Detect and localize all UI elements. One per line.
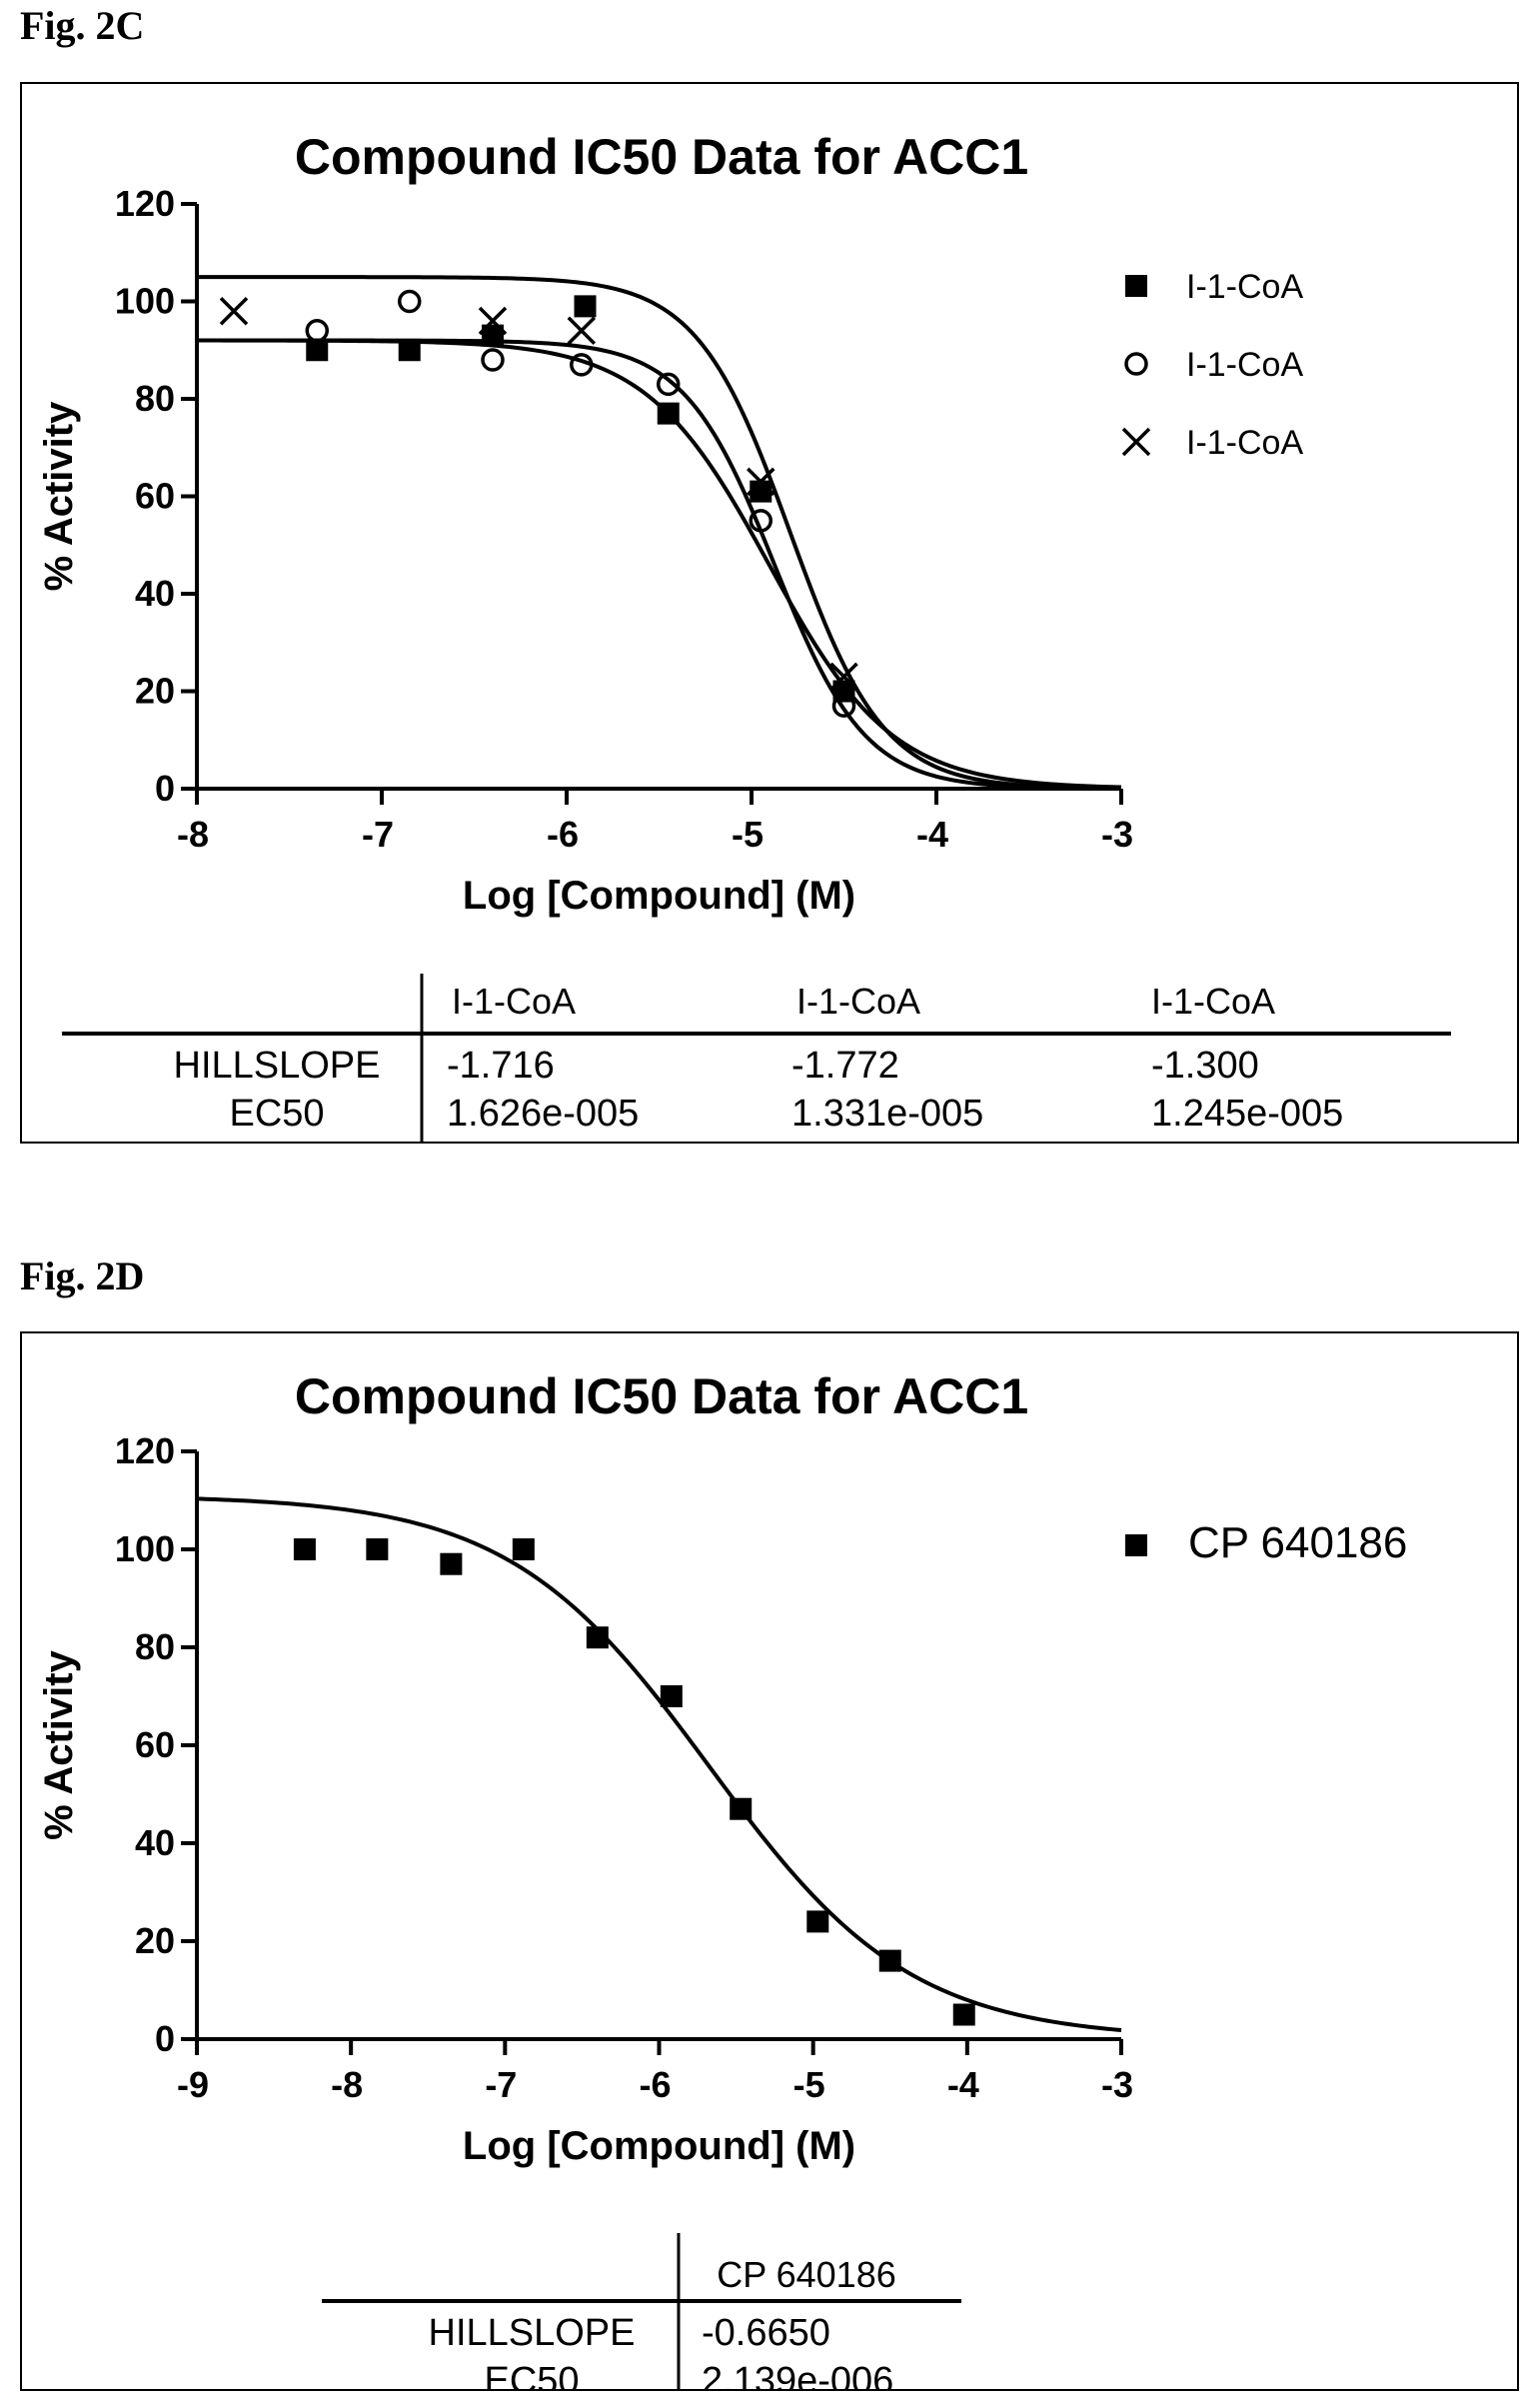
y-tick-label: 0 xyxy=(155,768,175,809)
x-tick-label: -7 xyxy=(485,2064,517,2105)
x-axis-label: Log [Compound] (M) xyxy=(463,874,855,918)
table-column-header: I-1-CoA xyxy=(796,981,920,1022)
data-point-square xyxy=(574,295,597,318)
x-tick-label: -7 xyxy=(362,814,394,855)
data-point-square xyxy=(440,1552,463,1575)
data-point-square xyxy=(398,339,421,362)
y-tick-label: 100 xyxy=(115,1528,175,1569)
chart-title: Compound IC50 Data for ACC1 xyxy=(295,1368,1028,1424)
figure-panel-2c: Compound IC50 Data for ACC1 0 20 40 60 80 100 1… xyxy=(20,82,1519,1144)
data-point-square xyxy=(366,1538,389,1560)
data-point-circle xyxy=(481,348,505,372)
legend-marker-square xyxy=(1125,1534,1147,1556)
y-tick-label: 40 xyxy=(135,573,175,614)
y-tick-label: 100 xyxy=(115,281,175,322)
figure-label-2d: Fig. 2D xyxy=(20,1253,145,1298)
data-point-circle xyxy=(749,509,772,533)
data-point-square xyxy=(878,1949,901,1972)
data-point-x xyxy=(567,316,597,345)
data-point-square xyxy=(730,1797,753,1820)
data-point-square xyxy=(806,1910,829,1933)
y-tick-label: 60 xyxy=(135,476,175,517)
x-tick-label: -5 xyxy=(732,814,764,855)
legend-label: I-1-CoA xyxy=(1186,424,1303,462)
table-column-header: CP 640186 xyxy=(717,2254,896,2295)
data-point-x xyxy=(219,297,249,326)
table-cell-value: -1.300 xyxy=(1151,1045,1259,1087)
x-tick-label: -8 xyxy=(331,2064,363,2105)
x-tick-label: -3 xyxy=(1101,814,1133,855)
data-point-circle xyxy=(657,372,681,397)
legend-marker-square xyxy=(1125,275,1147,297)
table-cell-value: -0.6650 xyxy=(702,2312,830,2354)
x-tick-label: -4 xyxy=(916,814,948,855)
x-tick-label: -8 xyxy=(177,814,209,855)
y-tick-label: 80 xyxy=(135,378,175,419)
x-tick-label: -9 xyxy=(177,2064,209,2105)
legend-label: CP 640186 xyxy=(1188,1518,1407,1567)
legend-label: I-1-CoA xyxy=(1186,346,1303,384)
table-cell-value: -1.716 xyxy=(447,1045,555,1087)
y-tick-label: 20 xyxy=(135,671,175,712)
y-tick-label: 0 xyxy=(155,2018,175,2059)
ic50-chart-2d: Compound IC50 Data for ACC1 0 20 40 60 80 100 1… xyxy=(37,1368,1407,2389)
table-cell-value: -1.772 xyxy=(791,1045,899,1087)
ic50-chart-2c: Compound IC50 Data for ACC1 0 20 40 60 80 100 1… xyxy=(37,129,1451,1142)
data-point-square xyxy=(306,339,329,362)
data-point-circle xyxy=(398,289,422,314)
figure-label-2c: Fig. 2C xyxy=(20,3,145,48)
data-point-square xyxy=(586,1626,609,1649)
legend-label: I-1-CoA xyxy=(1186,268,1303,306)
data-point-square xyxy=(293,1538,316,1560)
data-point-x xyxy=(478,306,508,336)
table-column-header: I-1-CoA xyxy=(1151,981,1275,1022)
table-row-name: HILLSLOPE xyxy=(174,1045,381,1087)
y-tick-label: 80 xyxy=(135,1626,175,1667)
table-column-header: I-1-CoA xyxy=(452,981,576,1022)
data-point-x xyxy=(747,467,775,497)
x-axis-label: Log [Compound] (M) xyxy=(463,2124,855,2168)
y-tick-label: 40 xyxy=(135,1822,175,1863)
table-cell-value: 1.331e-005 xyxy=(791,1093,983,1135)
y-axis-label: % Activity xyxy=(37,401,81,591)
fit-curve-1 xyxy=(197,275,1122,791)
table-row-name: EC50 xyxy=(229,1093,324,1135)
fit-curve-1 xyxy=(196,1496,1122,2033)
data-point-circle xyxy=(831,694,856,718)
y-axis-label: % Activity xyxy=(37,1649,81,1839)
legend-marker-circle xyxy=(1124,352,1148,376)
data-point-square xyxy=(512,1538,535,1560)
y-tick-label: 120 xyxy=(115,183,175,224)
fit-curve-3 xyxy=(196,338,1122,790)
data-point-square xyxy=(660,1685,683,1707)
legend-marker-x xyxy=(1121,427,1151,457)
y-tick-label: 120 xyxy=(115,1430,175,1471)
y-tick-label: 20 xyxy=(135,1920,175,1961)
data-point-circle xyxy=(305,319,329,343)
table-cell-value: 2.139e-006 xyxy=(702,2360,893,2389)
x-tick-label: -6 xyxy=(639,2064,671,2105)
y-tick-label: 60 xyxy=(135,1724,175,1765)
table-row-name: HILLSLOPE xyxy=(429,2312,636,2354)
x-tick-label: -5 xyxy=(793,2064,825,2105)
table-row-name: EC50 xyxy=(484,2360,579,2389)
table-cell-value: 1.245e-005 xyxy=(1151,1093,1343,1135)
figure-panel-2d: Compound IC50 Data for ACC1 0 20 40 60 80 100 1… xyxy=(20,1331,1519,2391)
data-point-x xyxy=(829,662,858,692)
x-tick-label: -3 xyxy=(1101,2064,1133,2105)
data-point-square xyxy=(952,2003,975,2026)
x-tick-label: -6 xyxy=(547,814,579,855)
table-cell-value: 1.626e-005 xyxy=(447,1093,639,1135)
x-tick-label: -4 xyxy=(947,2064,979,2105)
chart-title: Compound IC50 Data for ACC1 xyxy=(295,129,1028,185)
